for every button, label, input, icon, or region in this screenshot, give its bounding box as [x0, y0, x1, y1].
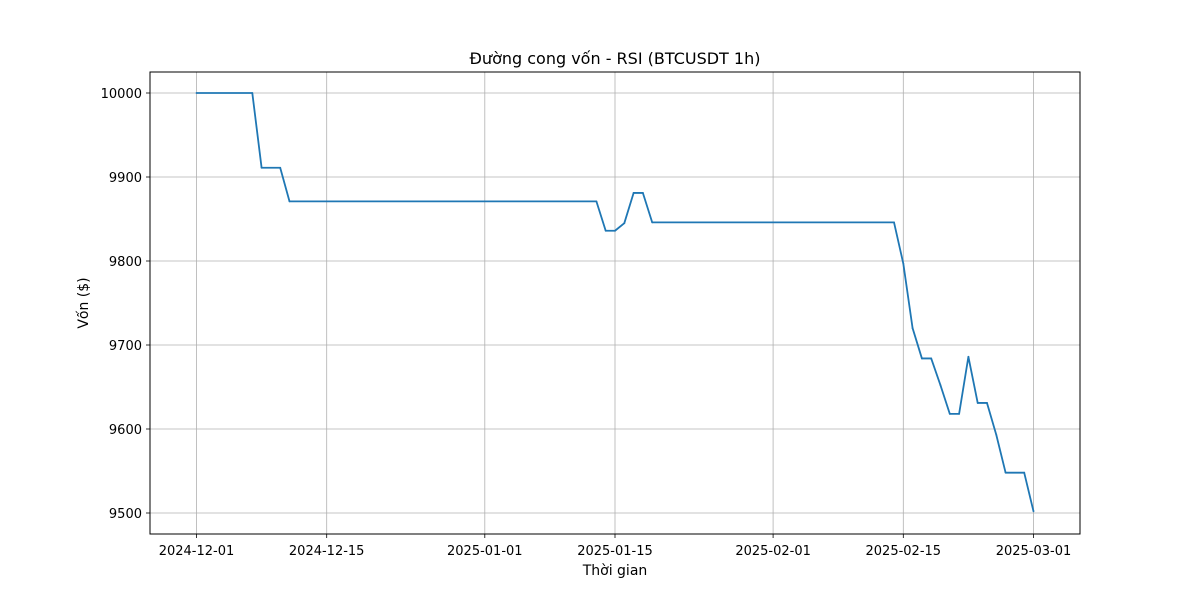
equity-data-point	[930, 357, 933, 360]
equity-data-point	[595, 200, 598, 203]
x-tick-label: 2025-02-15	[866, 544, 942, 559]
equity-data-point	[623, 222, 626, 225]
x-tick-label: 2024-12-01	[159, 544, 235, 559]
equity-data-point	[976, 402, 979, 404]
equity-data-point	[902, 262, 905, 265]
equity-data-point	[986, 402, 988, 404]
equity-data-point	[1023, 471, 1026, 474]
grid-lines	[150, 72, 1080, 534]
chart-title: Đường cong vốn - RSI (BTCUSDT 1h)	[470, 49, 761, 68]
equity-data-point	[1004, 471, 1007, 474]
equity-data-point	[288, 200, 291, 203]
equity-data-point	[939, 384, 942, 387]
y-tick-label: 9700	[109, 339, 142, 354]
y-tick-label: 9900	[109, 171, 142, 186]
x-axis-label: Thời gian	[582, 563, 648, 579]
equity-data-point	[279, 166, 282, 169]
x-tick-label: 2025-02-01	[735, 544, 811, 559]
equity-data-point	[614, 229, 616, 232]
equity-data-point	[948, 412, 951, 415]
x-tick-label: 2024-12-15	[289, 544, 365, 559]
y-axis: 9500 9600 9700 9800 9900 10000	[101, 87, 150, 522]
equity-data-point	[642, 192, 644, 194]
equity-data-point	[893, 221, 895, 224]
x-tick-label: 2025-01-15	[577, 544, 653, 559]
x-axis: 2024-12-01 2024-12-15 2025-01-01 2025-01-15…	[159, 534, 1072, 559]
equity-data-point	[632, 192, 635, 194]
x-tick-label: 2025-03-01	[996, 544, 1072, 559]
equity-data-point	[604, 229, 607, 232]
y-tick-label: 9600	[109, 423, 142, 438]
equity-data-point	[251, 92, 254, 94]
series-layer	[195, 92, 1035, 513]
y-tick-label: 9800	[109, 255, 142, 270]
y-tick-label: 10000	[101, 87, 142, 102]
equity-data-point	[995, 433, 998, 436]
equity-data-point	[958, 412, 960, 415]
x-tick-label: 2025-01-01	[447, 544, 523, 559]
equity-data-point	[1032, 510, 1035, 513]
equity-data-point	[195, 92, 198, 94]
equity-data-point	[911, 327, 914, 330]
equity-data-point	[921, 357, 923, 360]
y-axis-label: Vốn ($)	[75, 277, 92, 328]
equity-data-point	[260, 166, 263, 169]
equity-data-point	[967, 355, 970, 358]
y-tick-label: 9500	[109, 507, 142, 522]
equity-data-point	[651, 221, 654, 224]
